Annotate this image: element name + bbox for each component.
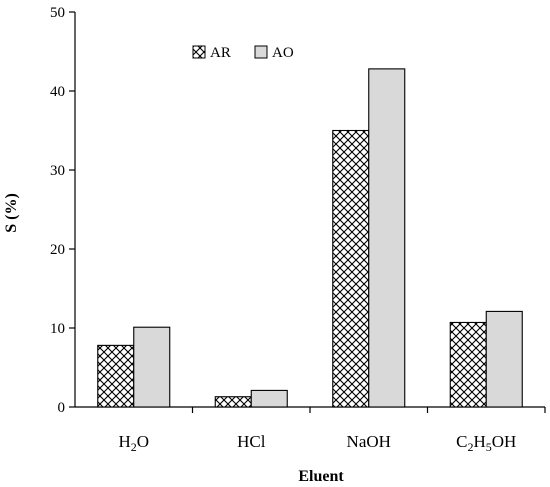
legend-label-ar: AR: [210, 45, 231, 61]
bar-ao-naoh: [368, 68, 406, 408]
legend-swatch-ao: [254, 45, 268, 59]
bar-ao-h2o: [133, 326, 171, 408]
y-tick-label: 50: [50, 5, 65, 21]
bar-ao-hcl: [250, 389, 288, 408]
legend-label-ao: AO: [272, 45, 294, 61]
y-tick-label: 0: [58, 400, 66, 416]
y-tick-label: 30: [50, 163, 65, 179]
bar-ar-c2h5oh: [449, 321, 487, 408]
y-tick-label: 10: [50, 321, 65, 337]
x-tick-label: H2O: [118, 432, 149, 454]
legend: AR AO: [192, 45, 294, 61]
x-tick-label: HCl: [237, 432, 266, 451]
bar-ar-hcl: [214, 396, 252, 408]
y-tick-label: 20: [50, 242, 65, 258]
bar-ar-h2o: [97, 344, 135, 408]
bar-ao-c2h5oh: [485, 310, 523, 408]
x-axis-title: Eluent: [298, 468, 344, 485]
bar-ar-naoh: [332, 129, 370, 408]
legend-swatch-ar: [192, 45, 206, 59]
y-axis-title: S (%): [3, 193, 20, 233]
x-tick-label: C2H5OH: [456, 432, 516, 454]
x-tick-label: NaOH: [347, 432, 391, 451]
y-tick-label: 40: [50, 84, 65, 100]
